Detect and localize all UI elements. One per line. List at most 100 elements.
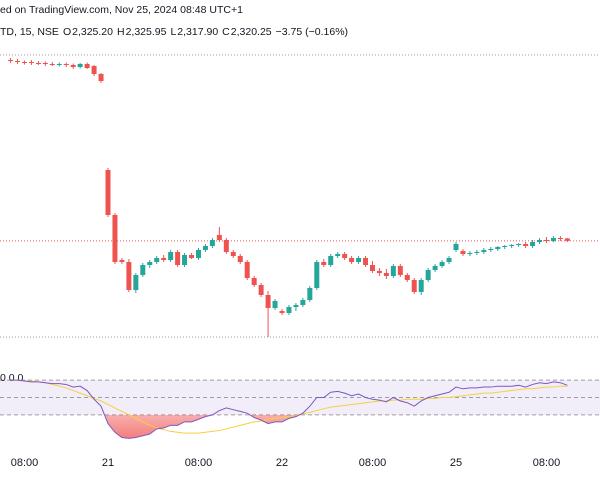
candle-body <box>383 273 389 276</box>
candle-body <box>265 295 271 308</box>
candle-body <box>523 244 529 246</box>
candle-body <box>314 262 320 288</box>
rsi-band <box>0 380 600 415</box>
candle-body <box>175 252 181 265</box>
candle-body <box>42 63 48 64</box>
candle-body <box>550 238 556 241</box>
candle-body <box>404 275 410 280</box>
x-tick-label: 08:00 <box>11 457 39 469</box>
candle-body <box>209 240 215 246</box>
ohlc-value: 2,320.25 <box>231 26 272 38</box>
candle-body <box>349 258 355 262</box>
candle-body <box>342 254 348 258</box>
ohlc-legend: TD, 15, NSE O 2,325.20 H 2,325.95 L 2,317.90 C 2… <box>0 26 348 38</box>
candle-body <box>460 251 466 254</box>
candle-body <box>502 246 508 247</box>
candle-body <box>195 250 201 258</box>
x-tick-label: 22 <box>276 457 288 469</box>
candle-body <box>321 262 327 265</box>
candle-body <box>300 300 306 305</box>
candle-body <box>467 253 473 254</box>
candle-body <box>105 170 111 215</box>
rsi-line <box>10 379 568 439</box>
x-tick-label: 21 <box>102 457 114 469</box>
candle-body <box>516 244 522 245</box>
candle-body <box>418 280 424 292</box>
candle-body <box>112 215 118 262</box>
candle-body <box>495 247 501 249</box>
candle-body <box>537 240 543 242</box>
candle-body <box>425 270 431 280</box>
x-tick-label: 08:00 <box>185 457 213 469</box>
candle-body <box>258 285 264 295</box>
candle-body <box>397 266 403 275</box>
candle-body <box>363 258 369 265</box>
candle-body <box>543 240 549 241</box>
ohlc-value: 2,325.95 <box>126 26 167 38</box>
candle-body <box>49 64 55 65</box>
candle-body <box>77 64 83 67</box>
candle-body <box>335 254 341 256</box>
ohlc-value: 2,325.20 <box>72 26 113 38</box>
candle-body <box>202 246 208 250</box>
candle-body <box>411 280 417 292</box>
candle-body <box>133 275 139 290</box>
candle-body <box>182 255 188 265</box>
candle-body <box>91 66 97 74</box>
candle-body <box>328 256 334 265</box>
candle-body <box>189 255 195 258</box>
candle-body <box>35 63 41 64</box>
candle-body <box>8 60 14 61</box>
ohlc-label: O <box>63 26 71 38</box>
ohlc-label: H <box>117 26 125 38</box>
candle-body <box>70 65 76 67</box>
candle-body <box>376 271 382 273</box>
candle-body <box>488 249 494 250</box>
rsi-ma-line <box>10 379 568 434</box>
ohlc-label: L <box>170 26 176 38</box>
rsi-legend: 0 0 0 <box>0 372 24 384</box>
candle-body <box>119 260 125 262</box>
candle-body <box>154 258 160 262</box>
candle-body <box>15 61 21 62</box>
x-tick-label: 08:00 <box>359 457 387 469</box>
candle-body <box>28 62 34 63</box>
candle-body <box>251 278 257 285</box>
candle-body <box>446 258 452 262</box>
candle-body <box>293 305 299 307</box>
candle-body <box>126 262 132 290</box>
chart-title: ed on TradingView.com, Nov 25, 2024 08:4… <box>0 4 243 16</box>
candle-body <box>474 252 480 253</box>
candle-body <box>453 244 459 250</box>
candle-body <box>63 64 69 65</box>
candle-body <box>244 262 250 278</box>
candle-body <box>390 266 396 276</box>
candle-body <box>98 74 104 81</box>
candle-body <box>439 262 445 266</box>
candle-body <box>286 307 292 313</box>
candle-body <box>216 235 222 240</box>
symbol: TD, 15, NSE <box>0 26 59 38</box>
candle-body <box>21 62 27 63</box>
candle-body <box>223 240 229 252</box>
candle-body <box>530 242 536 246</box>
x-tick-label: 25 <box>450 457 462 469</box>
candle-body <box>230 252 236 256</box>
candle-body <box>564 238 570 241</box>
candle-body <box>161 258 167 260</box>
candle-body <box>481 250 487 252</box>
candle-body <box>356 258 362 262</box>
candle-body <box>279 311 285 313</box>
candle-body <box>432 266 438 270</box>
candle-body <box>509 245 515 246</box>
candle-body <box>147 262 153 265</box>
candle-body <box>168 252 174 260</box>
candle-body <box>369 265 375 271</box>
oversold-fill <box>10 414 568 439</box>
ohlc-value: 2,317.90 <box>177 26 218 38</box>
candle-body <box>140 265 146 275</box>
change: −3.75 (−0.16%) <box>276 26 348 38</box>
candle-body <box>272 301 278 308</box>
ohlc-label: C <box>222 26 230 38</box>
